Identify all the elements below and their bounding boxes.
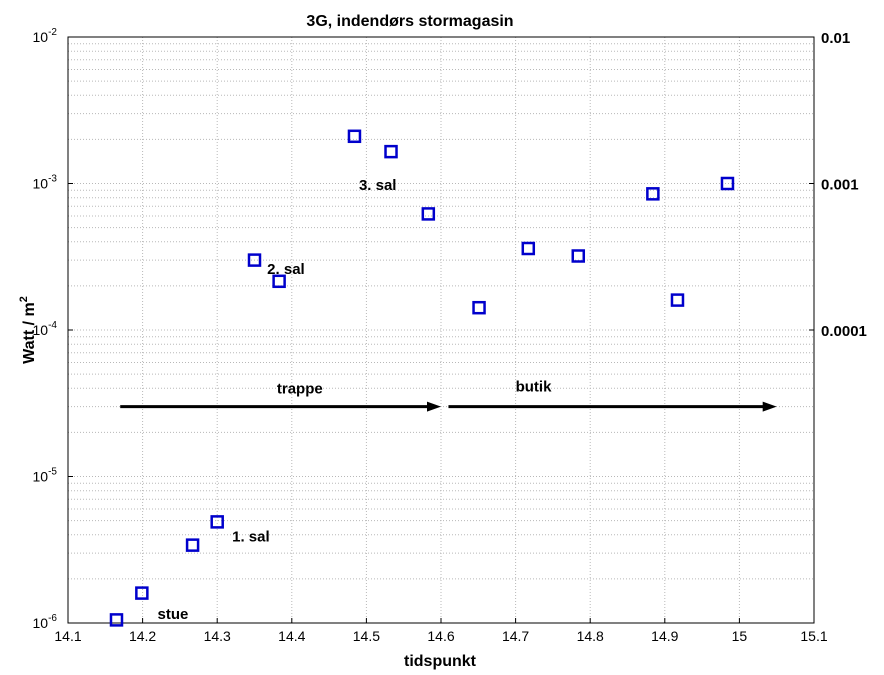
data-point [720,176,735,191]
data-point [384,144,398,159]
data-point [521,241,536,256]
x-tick-label: 14.3 [204,628,231,644]
data-point [646,187,660,201]
data-point [272,274,286,289]
y-tick-label: 10-3 [33,174,58,192]
grid [67,37,815,624]
annotation-label: butik [516,379,552,396]
data-point [571,249,586,263]
data-point [670,293,685,307]
y-ticks-right: 0.0001 0.001 0.01 [809,30,867,340]
arrow-head [762,401,777,412]
y-ticks-left: 10-6 10-5 10-4 10-3 10-2 [33,27,73,631]
x-tick-label: 14.4 [278,628,305,644]
y-tick-label: 10-2 [33,27,58,45]
x-ticks: 14.1 14.2 14.3 14.4 14.5 14.6 14.7 14.8 14.9 15 15… [54,618,828,644]
y-axis-label-superscript: 2 [18,296,30,302]
y-axis-label-text: Watt / m [21,302,38,364]
y-right-tick-label: 0.01 [821,30,850,47]
annotations: stue 1. sal 2. sal 3. sal trappe butik [158,177,553,623]
arrows [120,401,777,412]
y-axis-label: Watt / m2 [18,296,38,364]
y-right-tick-label: 0.0001 [821,323,867,340]
data-points [109,129,735,627]
data-point [347,129,362,144]
svg-text:Watt / m2: Watt / m2 [18,296,38,364]
data-point [421,207,436,221]
data-point [109,613,124,627]
annotation-label: 3. sal [359,177,397,194]
data-point [210,515,224,529]
y-tick-label: 10-4 [33,320,58,338]
x-tick-label: 14.8 [577,628,604,644]
x-tick-label: 14.1 [54,628,81,644]
annotation-label: stue [158,606,189,623]
data-point [185,538,200,552]
annotation-label: trappe [277,380,323,397]
x-tick-label: 14.9 [651,628,678,644]
annotation-label: 2. sal [267,261,305,278]
x-tick-label: 14.6 [427,628,454,644]
x-tick-label: 15.1 [800,628,827,644]
data-point [247,253,262,267]
x-tick-label: 14.2 [129,628,156,644]
data-point [472,300,486,315]
y-right-tick-label: 0.001 [821,177,859,194]
x-axis-label: tidspunkt [404,653,477,670]
x-tick-label: 14.7 [502,628,529,644]
y-tick-label: 10-6 [33,613,58,631]
arrow-head [427,401,441,412]
annotation-label: 1. sal [232,528,270,545]
x-tick-label: 14.5 [353,628,380,644]
data-point [135,586,149,600]
x-tick-label: 15 [732,628,748,644]
y-tick-label: 10-5 [33,467,58,485]
chart-title: 3G, indendørs stormagasin [306,13,513,30]
